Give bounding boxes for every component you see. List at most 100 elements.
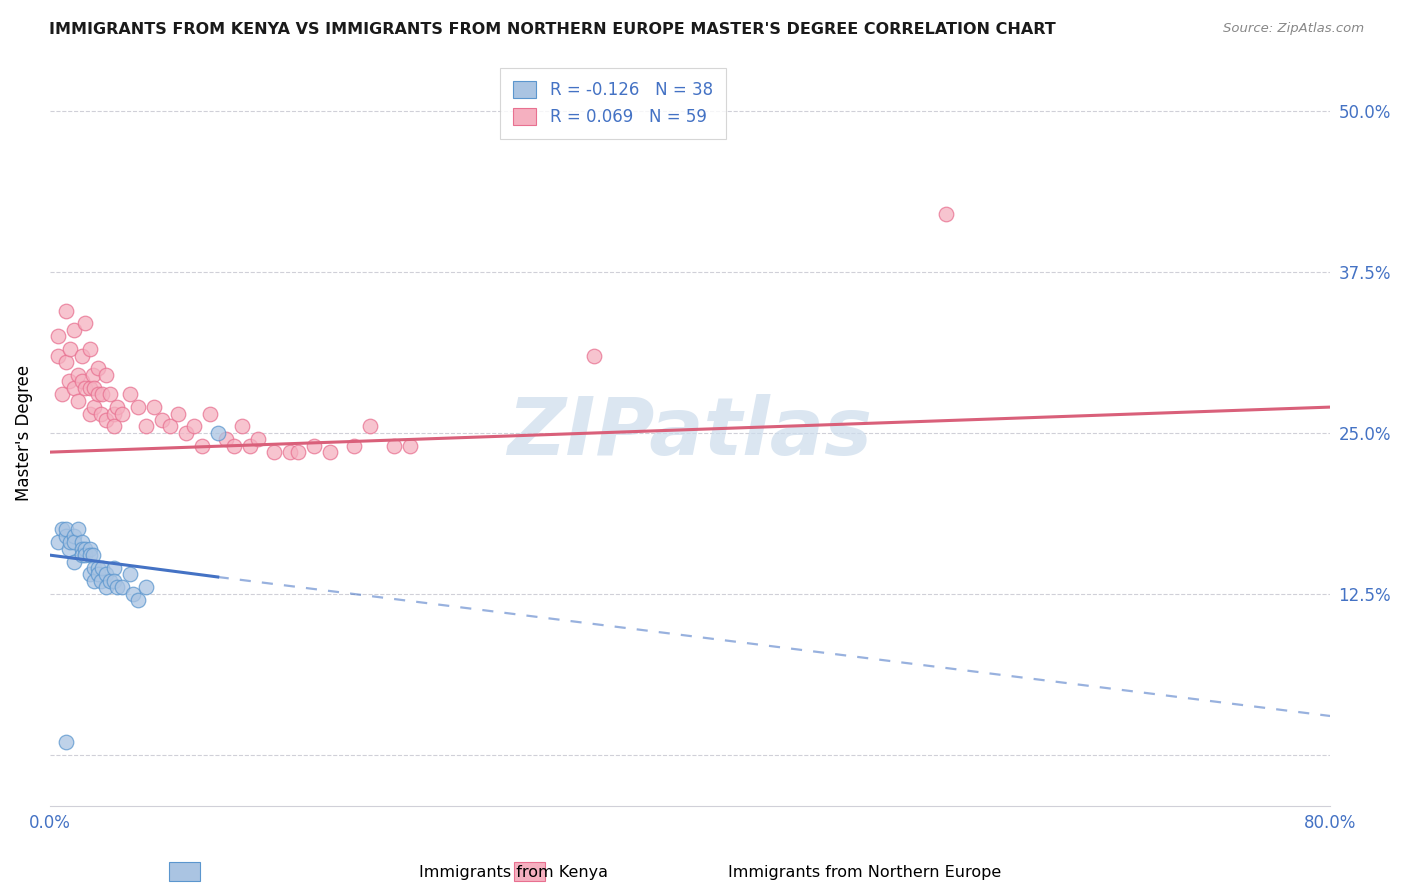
Point xyxy=(70,349,93,363)
Point xyxy=(73,381,96,395)
Point xyxy=(86,561,108,575)
Point xyxy=(79,407,101,421)
Point xyxy=(105,580,128,594)
Point xyxy=(207,425,229,440)
Point xyxy=(105,400,128,414)
Point xyxy=(73,548,96,562)
Point xyxy=(159,419,181,434)
Point xyxy=(62,323,84,337)
Point xyxy=(111,580,134,594)
Point xyxy=(62,535,84,549)
Point xyxy=(94,567,117,582)
Point xyxy=(94,580,117,594)
Point xyxy=(382,439,405,453)
Point xyxy=(55,735,77,749)
Point xyxy=(58,541,80,556)
Point xyxy=(118,387,141,401)
Point xyxy=(90,407,112,421)
Point xyxy=(935,207,957,221)
Point xyxy=(70,548,93,562)
Point xyxy=(79,381,101,395)
Point xyxy=(287,445,309,459)
Point xyxy=(222,439,245,453)
Point xyxy=(103,574,125,588)
Point xyxy=(174,425,197,440)
Text: Immigrants from Kenya: Immigrants from Kenya xyxy=(419,865,607,880)
Point xyxy=(73,317,96,331)
Point xyxy=(135,580,157,594)
Point xyxy=(79,541,101,556)
Text: Source: ZipAtlas.com: Source: ZipAtlas.com xyxy=(1223,22,1364,36)
Point xyxy=(94,368,117,382)
Point xyxy=(343,439,366,453)
Point xyxy=(46,349,69,363)
Point xyxy=(150,413,173,427)
Point xyxy=(86,567,108,582)
Point xyxy=(582,349,605,363)
Point xyxy=(215,432,238,446)
Point xyxy=(62,555,84,569)
Point xyxy=(135,419,157,434)
Point xyxy=(62,381,84,395)
Point xyxy=(55,522,77,536)
Point xyxy=(79,548,101,562)
Point xyxy=(83,574,105,588)
Point xyxy=(55,303,77,318)
Point xyxy=(86,387,108,401)
Point xyxy=(83,381,105,395)
Point xyxy=(100,574,122,588)
Point xyxy=(67,522,90,536)
Text: IMMIGRANTS FROM KENYA VS IMMIGRANTS FROM NORTHERN EUROPE MASTER'S DEGREE CORRELA: IMMIGRANTS FROM KENYA VS IMMIGRANTS FROM… xyxy=(49,22,1056,37)
Text: ZIPatlas: ZIPatlas xyxy=(508,394,872,472)
Point xyxy=(263,445,285,459)
Point xyxy=(103,407,125,421)
Point xyxy=(51,387,73,401)
Point xyxy=(90,574,112,588)
Point xyxy=(67,368,90,382)
Legend: R = -0.126   N = 38, R = 0.069   N = 59: R = -0.126 N = 38, R = 0.069 N = 59 xyxy=(499,68,727,139)
Point xyxy=(319,445,342,459)
Point xyxy=(62,529,84,543)
Point xyxy=(94,413,117,427)
Point xyxy=(398,439,420,453)
Point xyxy=(239,439,262,453)
Point xyxy=(46,535,69,549)
Point xyxy=(103,561,125,575)
Point xyxy=(118,567,141,582)
Point xyxy=(91,387,114,401)
Point xyxy=(70,535,93,549)
Y-axis label: Master's Degree: Master's Degree xyxy=(15,365,32,501)
Point xyxy=(198,407,221,421)
Point xyxy=(55,355,77,369)
Text: Immigrants from Northern Europe: Immigrants from Northern Europe xyxy=(728,865,1001,880)
Point xyxy=(111,407,134,421)
Point xyxy=(183,419,205,434)
Point xyxy=(103,419,125,434)
Point xyxy=(359,419,381,434)
Point xyxy=(91,561,114,575)
Point xyxy=(73,541,96,556)
Point xyxy=(302,439,325,453)
Point xyxy=(231,419,253,434)
Point xyxy=(127,593,149,607)
Point xyxy=(142,400,165,414)
Point xyxy=(246,432,269,446)
Point xyxy=(70,375,93,389)
Point xyxy=(86,361,108,376)
Point xyxy=(100,387,122,401)
Point xyxy=(127,400,149,414)
Point xyxy=(59,535,82,549)
Point xyxy=(83,561,105,575)
Point xyxy=(82,548,104,562)
Point xyxy=(58,375,80,389)
Point xyxy=(166,407,188,421)
Point xyxy=(59,342,82,356)
Point xyxy=(67,393,90,408)
Point xyxy=(55,529,77,543)
Point xyxy=(83,400,105,414)
Point xyxy=(82,368,104,382)
Point xyxy=(51,522,73,536)
Point xyxy=(46,329,69,343)
Point xyxy=(79,567,101,582)
Point xyxy=(70,541,93,556)
